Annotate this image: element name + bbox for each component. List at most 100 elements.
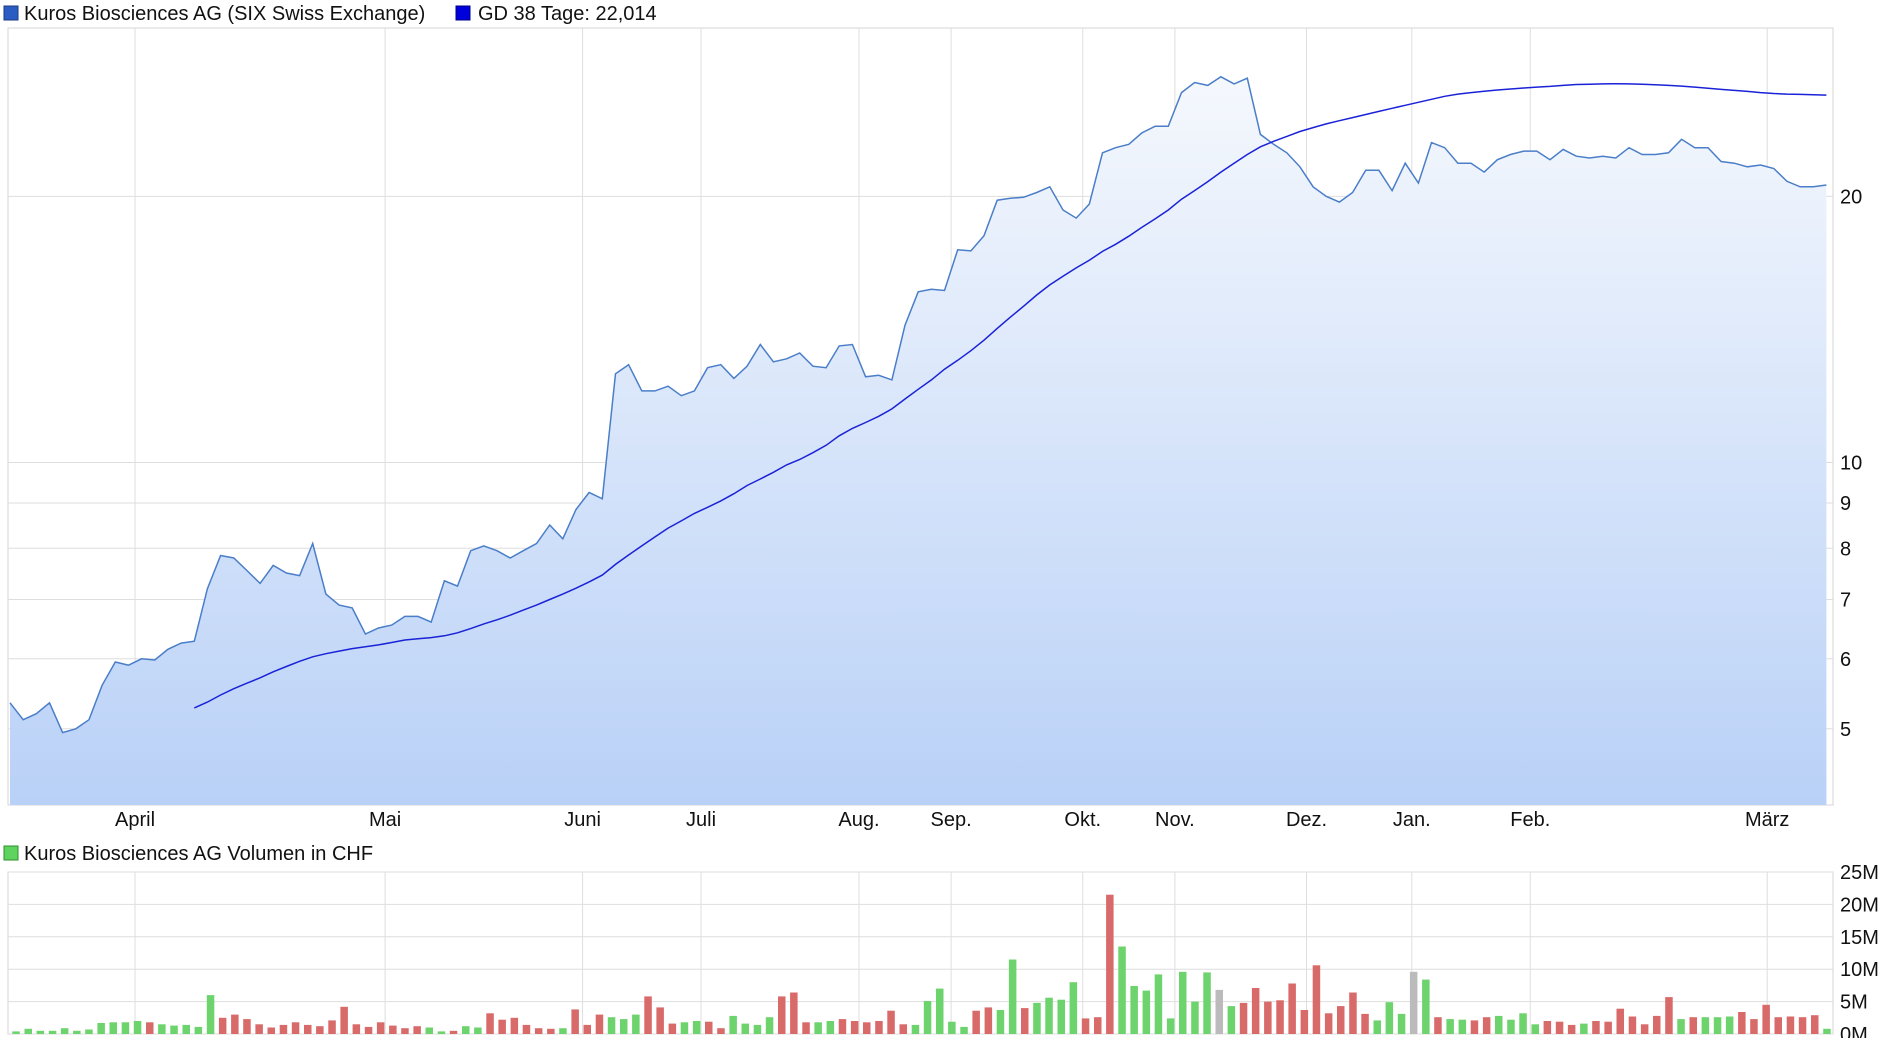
volume-bar <box>97 1023 105 1034</box>
volume-bar <box>1276 1000 1284 1034</box>
volume-bar <box>1118 946 1126 1034</box>
volume-y-tick-label: 10M <box>1840 959 1879 981</box>
volume-bar <box>133 1021 142 1034</box>
volume-legend-label: Kuros Biosciences AG Volumen in CHF <box>24 843 373 865</box>
volume-bar <box>206 995 215 1034</box>
volume-bar <box>802 1022 810 1034</box>
volume-y-tick-label: 0M <box>1840 1024 1868 1038</box>
volume-bar <box>1495 1015 1503 1034</box>
volume-bar <box>1373 1020 1381 1034</box>
volume-bar <box>1689 1017 1697 1034</box>
volume-bar <box>121 1022 130 1034</box>
volume-bar <box>304 1024 312 1034</box>
volume-bar <box>218 1017 227 1034</box>
volume-bar <box>1628 1016 1637 1034</box>
volume-bar <box>1251 988 1260 1034</box>
price-legend-swatch <box>3 5 19 21</box>
price-x-tick-label: Juni <box>564 809 601 831</box>
volume-bar <box>741 1023 749 1034</box>
volume-bar <box>826 1021 835 1034</box>
volume-bar <box>1191 1001 1199 1034</box>
volume-bar <box>279 1024 288 1034</box>
volume-bar <box>486 1013 494 1034</box>
volume-bar <box>158 1024 166 1034</box>
volume-bar <box>474 1027 482 1034</box>
volume-bar <box>717 1028 725 1034</box>
volume-bar <box>1045 997 1053 1034</box>
price-legend: Kuros Biosciences AG (SIX Swiss Exchange… <box>3 3 657 25</box>
price-y-axis: 5 6 7 8 9 10 20 <box>1840 186 1862 740</box>
volume-bar <box>1507 1019 1515 1034</box>
volume-bar <box>1616 1008 1624 1034</box>
volume-bar <box>656 1007 664 1034</box>
volume-bar <box>401 1028 409 1034</box>
volume-bar <box>364 1026 373 1034</box>
volume-bar <box>1713 1017 1722 1034</box>
volume-bar <box>559 1028 567 1034</box>
volume-bar <box>1312 965 1321 1034</box>
volume-bar <box>753 1024 762 1034</box>
volume-bar <box>316 1026 324 1034</box>
volume-bar <box>462 1026 470 1034</box>
price-x-tick-label: Aug. <box>838 809 879 831</box>
volume-y-tick-label: 25M <box>1840 862 1879 884</box>
volume-bar <box>595 1014 604 1034</box>
volume-bar <box>1677 1019 1685 1034</box>
volume-bar <box>790 992 798 1034</box>
volume-bar <box>1738 1012 1746 1034</box>
volume-bar <box>1337 1006 1345 1034</box>
volume-bar <box>231 1014 239 1034</box>
volume-bar <box>1422 979 1430 1034</box>
volume-grid <box>7 871 1834 1035</box>
volume-bar <box>778 996 786 1034</box>
volume-bar <box>692 1021 701 1034</box>
volume-bar <box>668 1023 677 1034</box>
volume-bar <box>1409 971 1418 1034</box>
volume-bar <box>814 1022 822 1034</box>
volume-bar <box>1531 1024 1539 1034</box>
volume-bar <box>960 1026 968 1034</box>
price-x-tick-label: Okt. <box>1064 809 1101 831</box>
volume-bar <box>1264 1001 1272 1034</box>
volume-bar <box>948 1021 956 1034</box>
volume-bar <box>1811 1015 1819 1034</box>
price-series-line <box>9 75 1827 734</box>
volume-bar <box>1021 1008 1029 1034</box>
volume-bar <box>1166 1018 1175 1034</box>
volume-bar <box>887 1010 895 1034</box>
volume-bar <box>1482 1017 1491 1034</box>
volume-bar <box>437 1031 446 1034</box>
volume-bar <box>607 1017 616 1034</box>
volume-bar <box>838 1019 847 1034</box>
volume-bar <box>1543 1021 1552 1034</box>
volume-bar <box>1324 1013 1333 1034</box>
volume-bar <box>389 1025 397 1034</box>
volume-bar <box>1446 1019 1454 1034</box>
price-area-fill <box>10 76 1827 806</box>
volume-bar <box>875 1021 883 1034</box>
volume-bar <box>1640 1024 1649 1034</box>
price-x-tick-label: Mai <box>369 809 401 831</box>
volume-bar <box>923 1001 932 1034</box>
volume-bar <box>1008 959 1017 1034</box>
volume-bar <box>352 1024 361 1034</box>
volume-y-tick-label: 5M <box>1840 992 1868 1014</box>
price-y-tick-label: 10 <box>1840 453 1862 475</box>
volume-bar <box>1665 997 1673 1034</box>
volume-bar <box>899 1024 907 1034</box>
volume-bar <box>24 1028 32 1034</box>
volume-bar <box>1385 1002 1394 1034</box>
volume-bar <box>1154 974 1163 1034</box>
volume-legend-swatch <box>3 845 19 861</box>
volume-bar <box>1798 1017 1807 1034</box>
volume-bar <box>850 1021 859 1034</box>
volume-bar <box>1239 1002 1248 1034</box>
volume-bar <box>1130 986 1138 1034</box>
volume-bar <box>194 1026 203 1034</box>
volume-bar <box>936 988 944 1034</box>
volume-bar <box>413 1026 421 1034</box>
volume-bar <box>911 1024 920 1034</box>
volume-bar <box>729 1015 737 1034</box>
price-x-tick-label: Feb. <box>1510 809 1550 831</box>
volume-bar <box>85 1029 93 1034</box>
